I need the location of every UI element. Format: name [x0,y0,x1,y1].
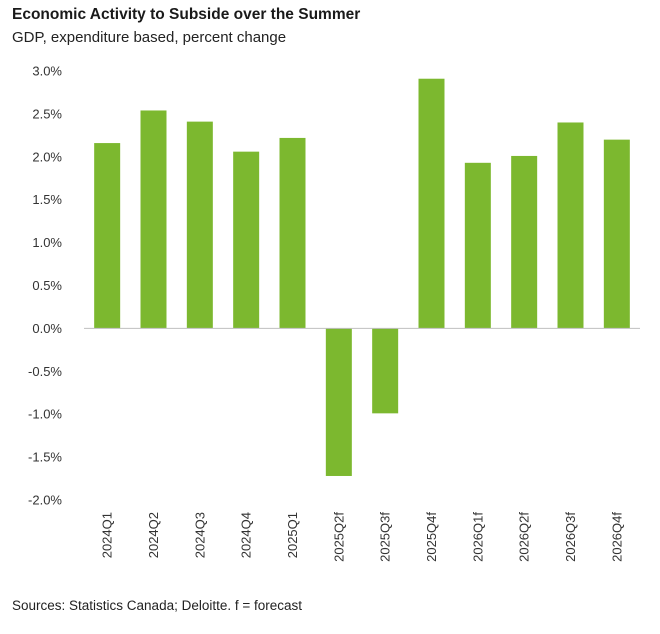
x-tick-label: 2024Q1 [100,512,115,558]
bar-2024q1 [94,143,121,329]
bar-2025q4f [418,78,445,329]
y-tick-label: 3.0% [32,64,62,79]
x-axis: 2024Q1 2024Q2 2024Q3 2024Q4 2025Q1 2025Q2f 202… [100,512,625,562]
bar-2024q2 [140,110,167,329]
bar-2024q3 [186,121,213,329]
source-note: Sources: Statistics Canada; Deloitte. f … [12,598,303,613]
chart-subtitle: GDP, expenditure based, percent change [12,29,287,46]
y-tick-label: 1.5% [32,192,62,207]
bar-2024q4 [233,151,260,329]
y-tick-label: -1.0% [28,407,62,422]
x-tick-label: 2024Q3 [192,512,207,558]
y-tick-label: 0.5% [32,278,62,293]
x-tick-label: 2025Q4f [424,512,439,562]
y-tick-label: 2.0% [32,149,62,164]
x-tick-label: 2025Q2f [331,512,346,562]
x-tick-label: 2024Q2 [146,512,161,558]
y-tick-label: -1.5% [28,450,62,465]
bar-2026q4f [603,139,630,329]
x-tick-label: 2024Q4 [239,512,254,558]
x-tick-label: 2026Q2f [517,512,532,562]
bar-2026q2f [511,155,538,329]
y-tick-label: 0.0% [32,321,62,336]
x-tick-label: 2025Q1 [285,512,300,558]
x-tick-label: 2026Q4f [609,512,624,562]
y-tick-label: 1.0% [32,235,62,250]
y-tick-label: -2.0% [28,493,62,508]
bar-2025q2f [325,328,352,476]
x-tick-label: 2025Q3f [378,512,393,562]
x-tick-label: 2026Q3f [563,512,578,562]
bar-2025q3f [372,328,399,414]
y-tick-label: -0.5% [28,364,62,379]
y-tick-label: 2.5% [32,106,62,121]
bar-2026q1f [464,162,491,329]
bar-2026q3f [557,122,584,329]
chart-title: Economic Activity to Subside over the Su… [12,6,361,23]
x-tick-label: 2026Q1f [470,512,485,562]
bar-series [94,78,630,476]
y-axis: 3.0% 2.5% 2.0% 1.5% 1.0% 0.5% 0.0% -0.5% -1.0% -1… [28,64,62,508]
bar-2025q1 [279,137,306,329]
